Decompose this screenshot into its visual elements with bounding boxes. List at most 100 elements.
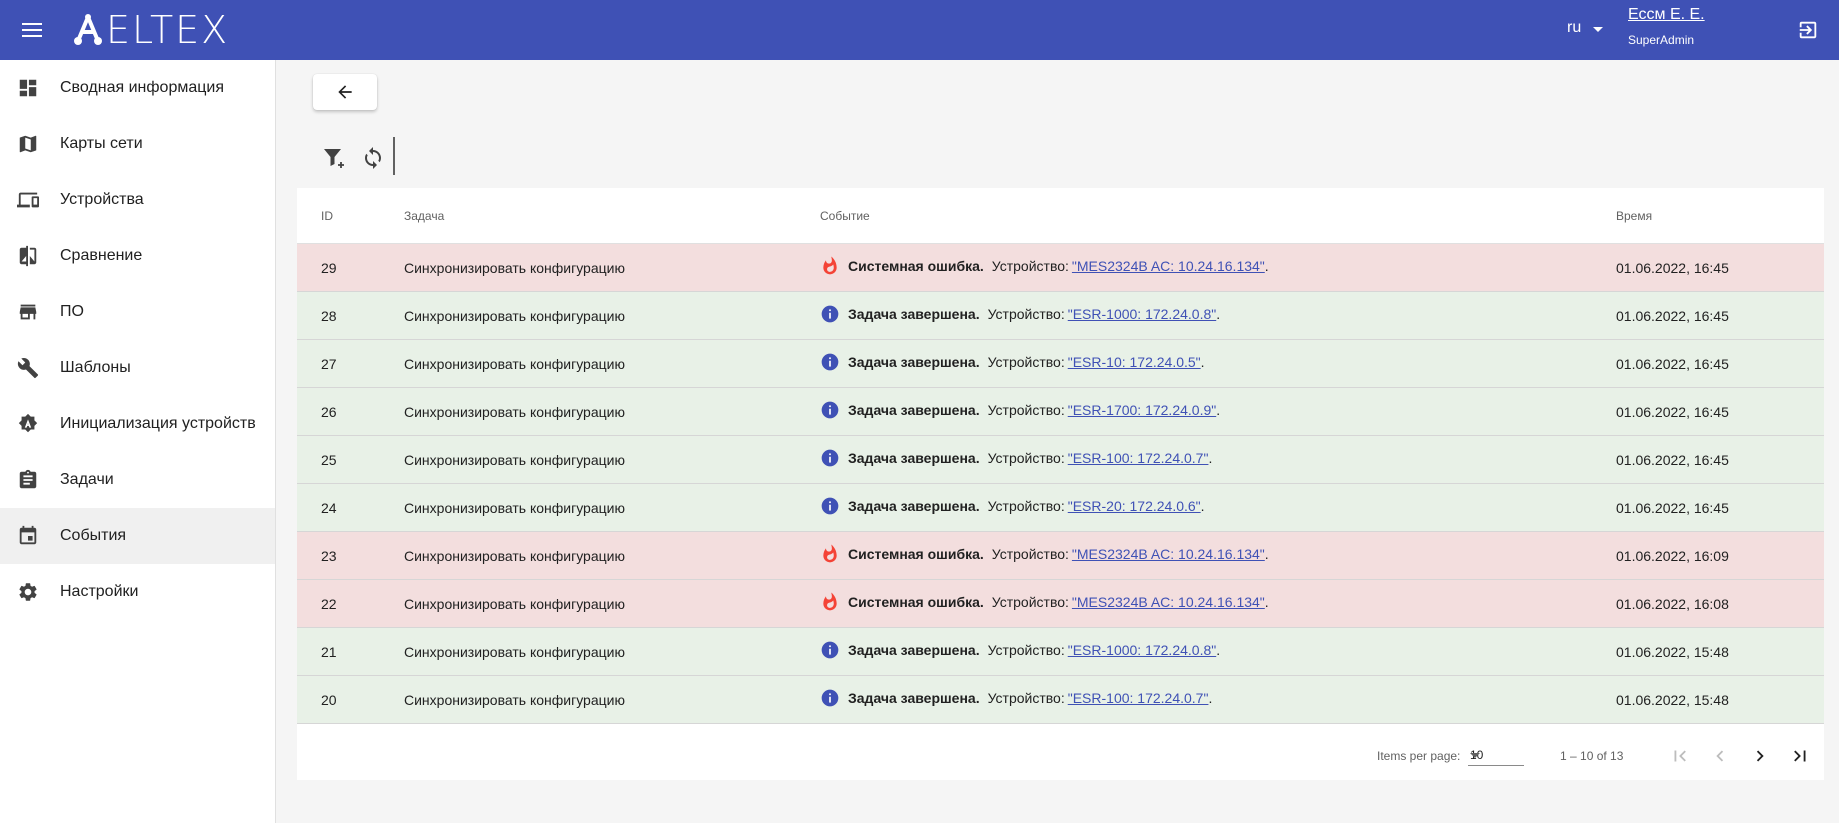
table-row[interactable]: 21 Синхронизировать конфигурацию Задача за… xyxy=(297,628,1824,676)
sidebar-item-software[interactable]: ПО xyxy=(0,284,275,340)
language-select[interactable]: ru xyxy=(1567,19,1604,37)
cell-id: 27 xyxy=(321,356,337,372)
event-title: Задача завершена. xyxy=(848,450,980,466)
app-header: ELTEX ru Ессм Е. Е. SuperAdmin xyxy=(0,0,1839,60)
dashboard-icon xyxy=(16,76,40,100)
sidebar-item-device-init[interactable]: Инициализация устройств xyxy=(0,396,275,452)
cell-id: 25 xyxy=(321,452,337,468)
add-filter-button[interactable] xyxy=(322,145,348,171)
cell-task: Синхронизировать конфигурацию xyxy=(404,500,625,516)
device-prefix: Устройство: xyxy=(987,450,1065,466)
cell-id: 21 xyxy=(321,644,337,660)
previous-page-button[interactable] xyxy=(1708,744,1732,768)
event-title: Задача завершена. xyxy=(848,642,980,658)
sidebar-item-label: События xyxy=(60,527,127,544)
column-header-time[interactable]: Время xyxy=(1616,209,1653,223)
first-page-icon xyxy=(1674,750,1686,762)
menu-icon[interactable] xyxy=(20,18,44,42)
cell-event: Задача завершена. Устройство: "ESR-100: 17… xyxy=(820,448,1212,468)
cell-event: Задача завершена. Устройство: "ESR-100: 17… xyxy=(820,688,1212,708)
refresh-button[interactable] xyxy=(360,145,386,171)
cell-event: Системная ошибка. Устройство: "MES2324B AC… xyxy=(820,256,1269,276)
sidebar-item-settings[interactable]: Настройки xyxy=(0,564,275,620)
sync-icon xyxy=(365,147,381,169)
next-page-button[interactable] xyxy=(1748,744,1772,768)
sidebar-item-devices[interactable]: Устройства xyxy=(0,172,275,228)
arrow-left-icon xyxy=(338,85,352,99)
device-prefix: Устройство: xyxy=(991,594,1069,610)
user-name-link[interactable]: Ессм Е. Е. xyxy=(1628,6,1705,23)
column-header-id[interactable]: ID xyxy=(321,209,333,223)
page-range-label: 1 – 10 of 13 xyxy=(1560,749,1624,763)
event-suffix: . xyxy=(1264,258,1269,274)
logo-text: ELTEX xyxy=(106,8,230,52)
last-page-button[interactable] xyxy=(1788,744,1812,768)
event-title: Задача завершена. xyxy=(848,690,980,706)
table-row[interactable]: 28 Синхронизировать конфигурацию Задача за… xyxy=(297,292,1824,340)
cell-time: 01.06.2022, 16:45 xyxy=(1616,308,1729,324)
sidebar-item-network-maps[interactable]: Карты сети xyxy=(0,116,275,172)
column-header-event[interactable]: Событие xyxy=(820,209,870,223)
device-link[interactable]: "ESR-1700: 172.24.0.9" xyxy=(1067,402,1217,418)
table-row[interactable]: 22 Синхронизировать конфигурацию Системная… xyxy=(297,580,1824,628)
device-link[interactable]: "ESR-1000: 172.24.0.8" xyxy=(1067,642,1217,658)
cell-time: 01.06.2022, 16:45 xyxy=(1616,452,1729,468)
cell-id: 28 xyxy=(321,308,337,324)
cell-id: 23 xyxy=(321,548,337,564)
device-link[interactable]: "ESR-10: 172.24.0.5" xyxy=(1067,354,1201,370)
table-row[interactable]: 24 Синхронизировать конфигурацию Задача за… xyxy=(297,484,1824,532)
event-title: Задача завершена. xyxy=(848,402,980,418)
events-table: ID Задача Событие Время 29 Синхронизирова… xyxy=(297,188,1824,780)
sidebar-item-tasks[interactable]: Задачи xyxy=(0,452,275,508)
device-link[interactable]: "ESR-20: 172.24.0.6" xyxy=(1067,498,1201,514)
device-link[interactable]: "ESR-100: 172.24.0.7" xyxy=(1067,450,1209,466)
user-info: Ессм Е. Е. SuperAdmin xyxy=(1628,6,1705,47)
info-icon xyxy=(820,640,840,660)
table-row[interactable]: 23 Синхронизировать конфигурацию Системная… xyxy=(297,532,1824,580)
table-row[interactable]: 26 Синхронизировать конфигурацию Задача за… xyxy=(297,388,1824,436)
sidebar-item-compare[interactable]: Сравнение xyxy=(0,228,275,284)
device-link[interactable]: "MES2324B AC: 10.24.16.134" xyxy=(1071,258,1265,274)
cell-time: 01.06.2022, 16:09 xyxy=(1616,548,1729,564)
last-page-icon xyxy=(1794,750,1806,762)
device-link[interactable]: "ESR-1000: 172.24.0.8" xyxy=(1067,306,1217,322)
device-link[interactable]: "ESR-100: 172.24.0.7" xyxy=(1067,690,1209,706)
event-title: Задача завершена. xyxy=(848,354,980,370)
device-link[interactable]: "MES2324B AC: 10.24.16.134" xyxy=(1071,546,1265,562)
items-per-page-select[interactable]: 10 xyxy=(1468,742,1524,766)
sidebar-item-events[interactable]: События xyxy=(0,508,275,564)
sidebar-item-summary[interactable]: Сводная информация xyxy=(0,60,275,116)
event-title: Системная ошибка. xyxy=(848,258,984,274)
cell-event: Задача завершена. Устройство: "ESR-1000: 1… xyxy=(820,640,1220,660)
event-suffix: . xyxy=(1208,450,1213,466)
cell-task: Синхронизировать конфигурацию xyxy=(404,404,625,420)
table-row[interactable]: 29 Синхронизировать конфигурацию Системная… xyxy=(297,244,1824,292)
clipboard-icon xyxy=(16,468,40,492)
table-row[interactable]: 25 Синхронизировать конфигурацию Задача за… xyxy=(297,436,1824,484)
back-button[interactable] xyxy=(313,74,377,110)
cell-time: 01.06.2022, 15:48 xyxy=(1616,692,1729,708)
init-icon xyxy=(16,412,40,436)
user-role: SuperAdmin xyxy=(1628,33,1695,47)
cell-time: 01.06.2022, 16:08 xyxy=(1616,596,1729,612)
device-prefix: Устройство: xyxy=(991,546,1069,562)
device-link[interactable]: "MES2324B AC: 10.24.16.134" xyxy=(1071,594,1265,610)
sidebar-item-label: Настройки xyxy=(60,583,139,600)
cell-event: Задача завершена. Устройство: "ESR-1700: 1… xyxy=(820,400,1220,420)
table-row[interactable]: 27 Синхронизировать конфигурацию Задача за… xyxy=(297,340,1824,388)
store-icon xyxy=(16,300,40,324)
sidebar-item-label: Шаблоны xyxy=(60,359,131,376)
column-header-task[interactable]: Задача xyxy=(404,209,445,223)
cell-time: 01.06.2022, 16:45 xyxy=(1616,404,1729,420)
first-page-button[interactable] xyxy=(1668,744,1692,768)
table-row[interactable]: 20 Синхронизировать конфигурацию Задача за… xyxy=(297,676,1824,724)
device-prefix: Устройство: xyxy=(987,402,1065,418)
sidebar-item-label: Инициализация устройств xyxy=(60,415,256,432)
sidebar-item-label: Сводная информация xyxy=(60,79,224,96)
event-suffix: . xyxy=(1216,642,1221,658)
sidebar-item-label: Устройства xyxy=(60,191,144,208)
cell-event: Задача завершена. Устройство: "ESR-20: 172… xyxy=(820,496,1205,516)
logout-icon[interactable] xyxy=(1797,19,1819,41)
info-icon xyxy=(820,496,840,516)
sidebar-item-templates[interactable]: Шаблоны xyxy=(0,340,275,396)
